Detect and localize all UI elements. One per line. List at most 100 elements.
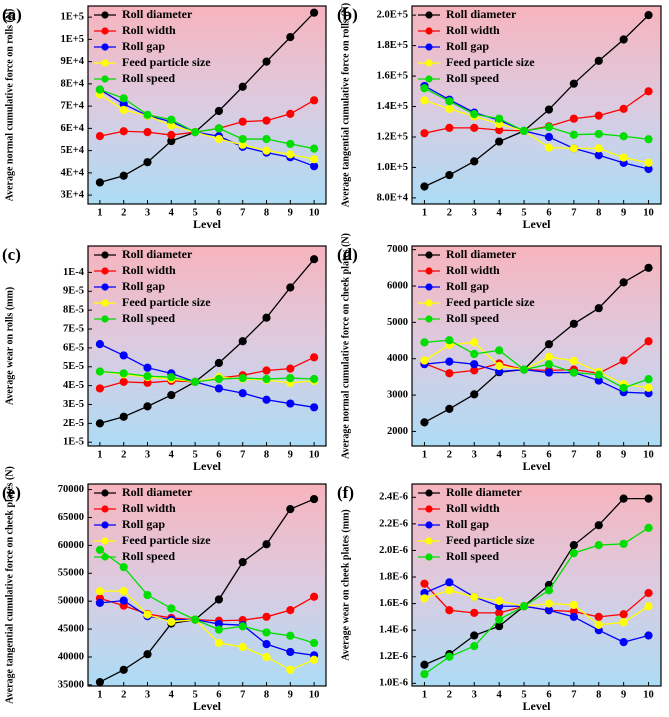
x-tick-label: 3 [145,207,150,218]
data-point [286,505,295,514]
y-tick-label: 65000 [58,512,84,523]
data-point [420,96,429,105]
y-tick-label: 40000 [58,651,84,662]
data-point [286,606,295,615]
legend-marker [425,299,433,307]
panel-label: (c) [2,245,21,264]
x-tick-label: 2 [447,207,452,218]
y-tick-label: 5E+4 [61,145,85,156]
data-point [214,625,223,634]
x-tick-label: 4 [497,207,503,218]
y-tick-label: 5000 [387,317,408,328]
x-tick-label: 3 [145,449,150,460]
series-line [424,99,649,164]
data-point [619,610,628,619]
data-point [262,374,271,384]
data-point [262,116,271,125]
x-tick-label: 9 [621,689,626,700]
data-point [519,126,529,135]
plot-frame [411,5,662,205]
data-point [286,283,295,292]
series-line [99,596,315,622]
y-tick-label: 8.0E+4 [377,192,409,203]
data-point [569,356,578,366]
y-axis-label: Average wear on rolls (mm) [4,287,15,405]
data-point [119,377,128,386]
plot-background [88,246,326,446]
x-axis-label: Level [523,459,552,473]
x-tick-label: 1 [422,207,427,218]
data-point [619,539,628,548]
data-point [262,628,271,637]
data-point [214,358,223,368]
data-point [470,608,479,618]
plot-background [412,246,661,446]
data-point [619,278,628,287]
data-point [544,143,554,152]
legend-marker [101,59,109,67]
data-point [238,117,247,126]
data-point [95,384,105,393]
data-point [495,361,504,371]
panel-label: (f) [337,483,354,502]
legend-label: Feed particle size [122,55,211,69]
x-tick-label: 1 [422,449,427,460]
data-point [644,135,653,144]
x-tick-label: 9 [288,449,293,460]
series-line [99,12,315,184]
data-point [95,85,105,94]
data-point [519,602,529,611]
data-point [167,130,176,140]
data-point [569,600,578,610]
legend-marker [425,11,433,19]
y-tick-label: 3E+4 [61,190,85,201]
legend-marker [425,537,433,545]
x-axis-label: Level [193,217,222,231]
legend-label: Roll diameter [446,7,517,21]
data-point [286,150,295,159]
series-line [99,89,315,167]
panel-label: (e) [2,483,21,502]
data-point [191,615,200,624]
y-tick-label: 1.2E+5 [377,131,408,142]
data-point [310,8,319,17]
data-point [495,114,504,123]
x-tick-label: 7 [571,689,576,700]
data-point [238,642,247,652]
data-point [262,640,271,649]
data-point [262,134,271,144]
data-point [286,665,295,674]
y-tick-label: 9E+4 [61,56,85,67]
data-point [143,158,152,167]
data-point [569,130,578,139]
data-point [238,337,247,346]
data-point [95,132,105,141]
data-point [470,390,479,399]
x-tick-label: 2 [447,689,452,700]
data-point [470,338,479,347]
data-point [495,137,504,146]
data-point [214,134,223,144]
y-tick-label: 1.0E-6 [379,678,408,689]
data-point [495,608,504,618]
data-point [445,369,454,378]
y-tick-label: 1.6E-6 [379,598,408,609]
plot-background [412,6,661,204]
y-tick-label: 2.0E-6 [379,545,408,556]
y-axis-label: Average normal cumulative force on rolls… [4,9,15,202]
data-point [445,336,454,345]
data-point [310,144,319,153]
y-tick-label: 1.2E-6 [379,651,408,662]
data-point [420,418,429,427]
legend-marker [101,299,109,307]
plot-frame [87,5,327,205]
data-point [191,377,200,386]
legend-marker [425,283,433,291]
legend-label: Roll width [446,23,500,37]
y-tick-label: 55000 [58,568,84,579]
legend-label: Feed particle size [446,55,535,69]
data-point [214,595,223,604]
legend-label: Roll gap [446,279,489,293]
series-line [99,93,315,160]
